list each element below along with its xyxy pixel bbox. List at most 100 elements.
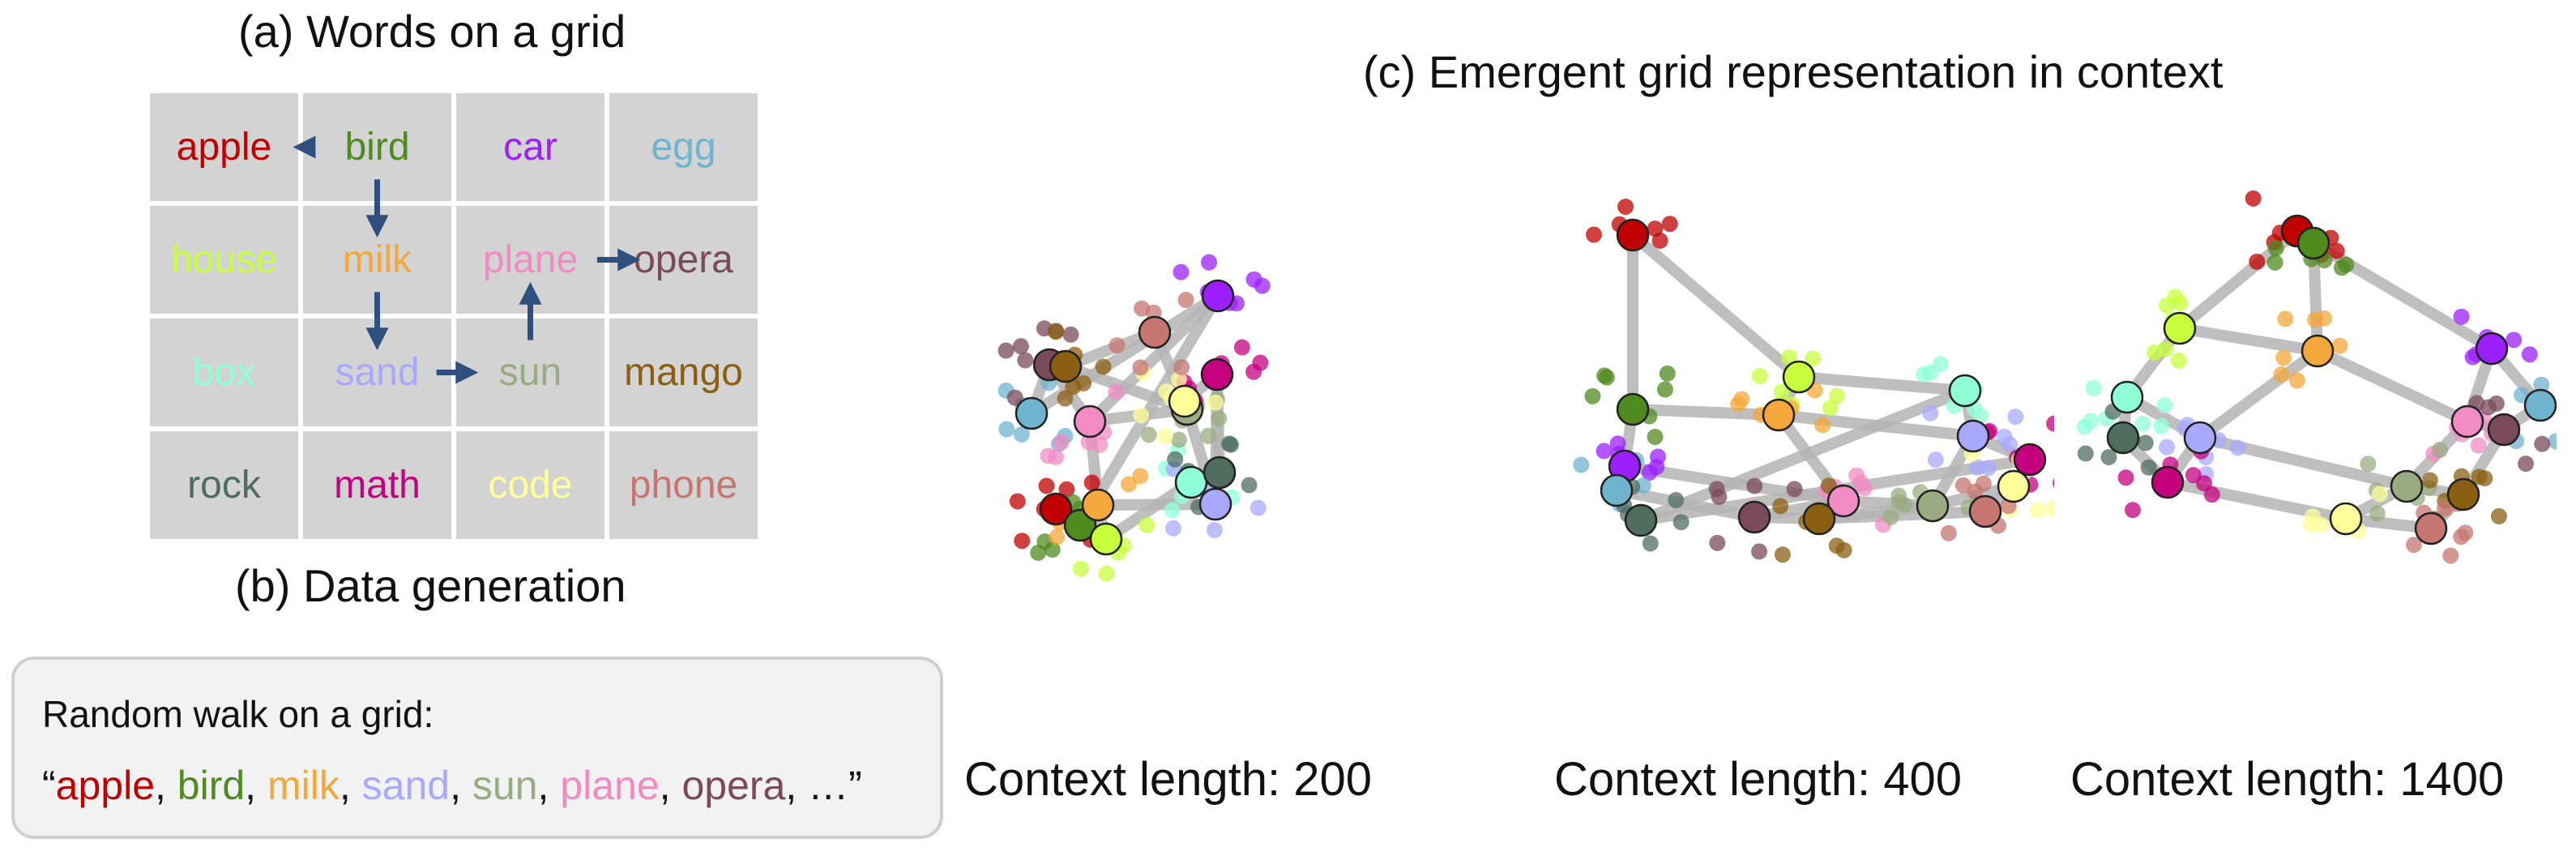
token-point-bird [2333, 259, 2350, 276]
token-point-opera [2518, 456, 2535, 473]
token-point-bird [1030, 544, 1047, 561]
token-point-sun [2432, 442, 2449, 459]
token-point-apple [1058, 481, 1075, 498]
token-point-box [2156, 396, 2173, 413]
centroid-box [2110, 380, 2144, 414]
centroid-milk [1081, 488, 1115, 522]
centroid-rock [1624, 503, 1658, 537]
token-point-phone [1173, 359, 1190, 376]
token-point-math [2052, 477, 2054, 489]
centroid-code [2329, 502, 2363, 536]
token-point-milk [2307, 311, 2324, 328]
token-point-box [2134, 415, 2151, 432]
token-point-phone [2442, 547, 2459, 564]
token-point-bird [1659, 365, 1676, 382]
edge-milk-sand [2194, 345, 2323, 443]
token-point-opera [1746, 477, 1763, 494]
token-point-rock [1672, 514, 1690, 531]
token-point-egg [1573, 456, 1590, 473]
centroid-mango [1049, 349, 1083, 383]
token-point-milk [1049, 528, 1066, 546]
token-point-sun [1882, 508, 1899, 525]
token-point-sun [2369, 505, 2386, 522]
context-length-label-200: Context length: 200 [964, 753, 1373, 806]
token-point-house [1098, 565, 1115, 582]
separator: , [245, 763, 267, 808]
token-point-car [2521, 346, 2538, 363]
centroid-car [1201, 279, 1235, 313]
walk-description: Random walk on a grid: [42, 693, 434, 735]
edge-car-plane [1084, 290, 1224, 427]
token-point-house [1072, 560, 1089, 577]
separator: , [537, 763, 561, 808]
token-point-apple [1661, 216, 1678, 233]
grid-cell-code: code [456, 431, 604, 539]
panel-b-title: (b) Data generation [235, 560, 626, 611]
token-point-phone [1132, 359, 1149, 376]
token-point-bird [1598, 369, 1615, 386]
token-point-rock [1167, 451, 1184, 468]
grid-cell-egg: egg [609, 93, 758, 201]
token-point-rock [2100, 448, 2117, 465]
token-point-sand [2001, 436, 2019, 453]
token-point-plane [1080, 434, 1097, 451]
token-point-rock [2077, 445, 2094, 462]
token-point-opera [1708, 481, 1725, 498]
centroid-math [1200, 357, 1234, 391]
token-point-egg [1013, 426, 1030, 443]
edge-box-rock [1635, 385, 1971, 526]
token-point-math [2117, 469, 2134, 486]
context-length-label-400: Context length: 400 [1554, 753, 1963, 806]
token-point-plane [1040, 447, 1057, 464]
separator: , [155, 763, 177, 808]
token-point-phone [2457, 524, 2474, 541]
centroid-rock [1203, 456, 1237, 490]
token-point-milk [1132, 468, 1149, 485]
token-point-code [2045, 500, 2054, 517]
token-point-sand [1927, 451, 1944, 469]
token-point-mango [1772, 498, 1789, 515]
token-point-rock [1668, 492, 1685, 509]
token-point-box [1972, 407, 1989, 424]
token-point-sun [1200, 427, 1217, 444]
token-point-phone [1975, 475, 1992, 492]
token-point-mango [1075, 374, 1092, 391]
centroid-sand [1956, 419, 1990, 453]
token-point-sun [1140, 426, 1157, 443]
token-point-code [2029, 502, 2046, 519]
grid-cell-phone: phone [609, 431, 758, 539]
separator: , [659, 763, 682, 808]
token-point-opera [2480, 399, 2497, 416]
token-point-mango [2471, 469, 2488, 486]
grid-cell-house: house [150, 206, 298, 314]
centroid-phone [2414, 511, 2448, 546]
token-point-mango [2421, 472, 2438, 489]
representation-plot-400 [1573, 199, 2054, 563]
centroid-math [2013, 443, 2047, 477]
token-point-box [1916, 366, 1933, 383]
grid-cell-sand: sand [303, 319, 451, 426]
centroid-code [1997, 469, 2031, 503]
token-point-sand [1206, 522, 1223, 539]
random-walk-box: Random walk on a grid: “apple, bird, mil… [11, 657, 943, 839]
token-point-apple [1009, 493, 1026, 510]
token-point-rock [1241, 477, 1258, 494]
centroid-mango [1802, 502, 1836, 536]
token-point-milk [2288, 372, 2305, 389]
edge-bird-car [2308, 237, 2497, 354]
grid-cell-mango: mango [609, 319, 758, 426]
centroid-opera [1737, 500, 1771, 534]
token-point-phone [2437, 500, 2454, 517]
centroid-house [1782, 360, 1816, 394]
token-point-box [2083, 413, 2100, 430]
token-point-math [1233, 339, 1250, 356]
token-point-milk [2331, 337, 2348, 354]
token-point-mango [1835, 541, 1852, 558]
token-point-math [2203, 486, 2220, 503]
token-point-opera [1006, 389, 1023, 406]
token-point-phone [1177, 291, 1194, 308]
centroid-sand [2183, 421, 2217, 455]
walk-word-opera: opera [681, 763, 786, 808]
walk-arrows [293, 135, 641, 384]
centroid-house [1089, 522, 1123, 556]
